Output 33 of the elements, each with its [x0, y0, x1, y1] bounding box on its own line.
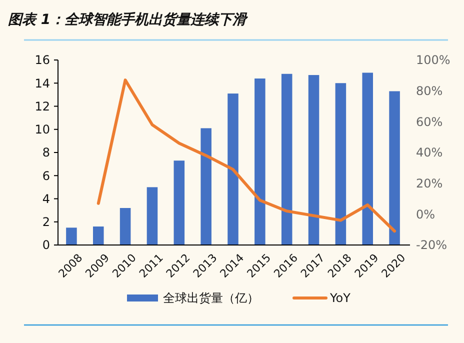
bar [93, 226, 104, 245]
bar [228, 94, 238, 245]
y-tick-label: 0 [42, 238, 50, 252]
y-tick-label: 14 [34, 76, 50, 90]
y2-tick-label: 20% [416, 176, 443, 191]
bar [281, 74, 292, 245]
bar [120, 208, 131, 245]
bar [66, 228, 77, 245]
bar [389, 91, 400, 245]
y2-tick-label: 80% [416, 84, 443, 98]
bar [362, 72, 373, 245]
chart-title: 图表 1：全球智能手机出货量连续下滑 [8, 11, 249, 28]
bar [200, 128, 212, 245]
bar [174, 160, 185, 245]
y-tick-label: 2 [42, 215, 50, 230]
legend-label: YoY [329, 291, 352, 306]
y2-tick-label: -20% [416, 238, 448, 252]
legend-label: 全球出货量（亿） [163, 291, 259, 306]
y2-tick-label: 60% [416, 114, 443, 129]
y2-tick-label: 0% [416, 207, 436, 222]
bar [335, 83, 346, 245]
y-tick-label: 16 [34, 53, 50, 68]
y-tick-label: 6 [42, 168, 50, 183]
y-tick-label: 8 [42, 146, 50, 160]
y-tick-label: 4 [42, 192, 50, 206]
bar [146, 187, 158, 245]
bar [308, 75, 320, 245]
bar [254, 78, 266, 245]
y2-tick-label: 100% [416, 53, 450, 68]
y2-tick-label: 40% [416, 146, 443, 160]
y-tick-label: 10 [34, 122, 50, 137]
line-series [96, 78, 396, 233]
y-tick-label: 12 [34, 99, 50, 114]
